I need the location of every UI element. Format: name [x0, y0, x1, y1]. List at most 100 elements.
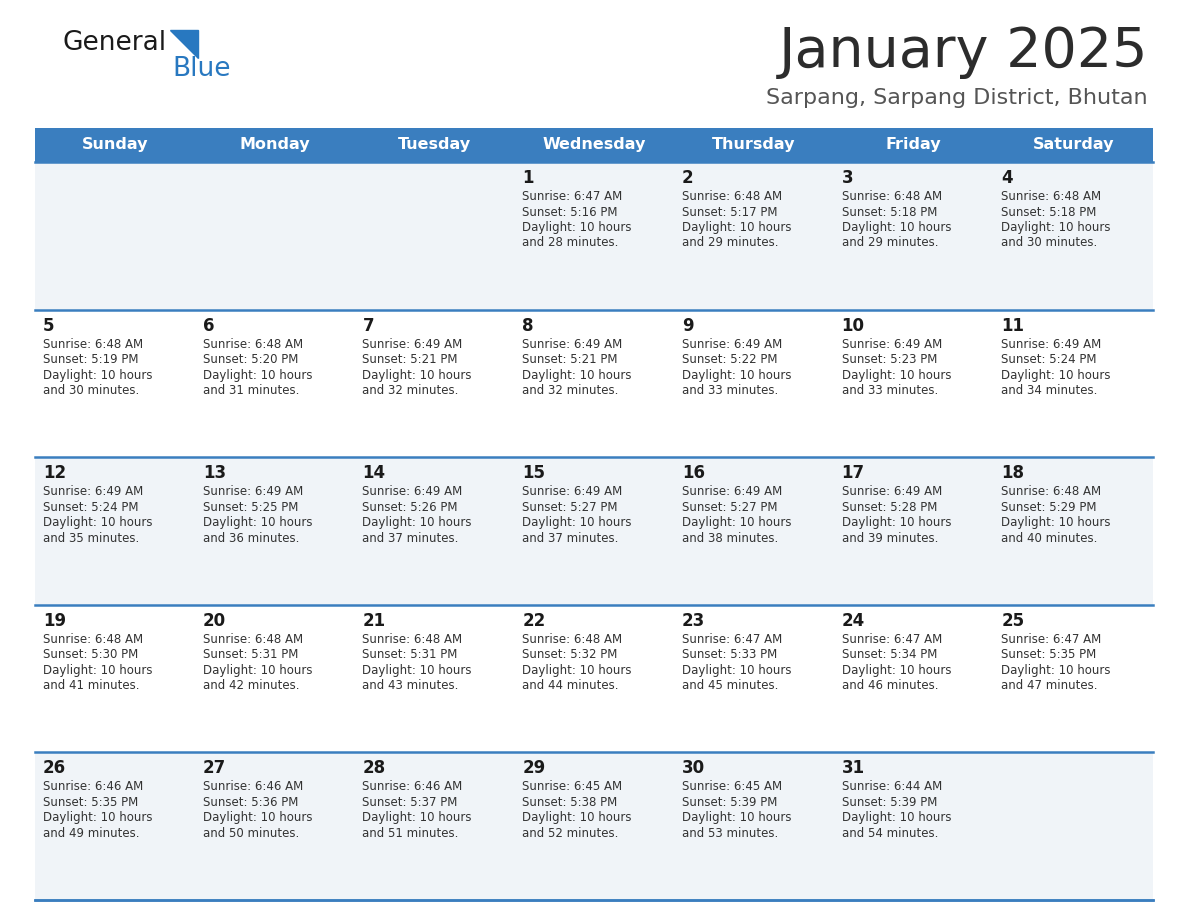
Text: Blue: Blue [172, 56, 230, 82]
Bar [834, 162, 993, 309]
Text: and 36 minutes.: and 36 minutes. [203, 532, 299, 544]
Bar [993, 162, 1154, 309]
Text: 7: 7 [362, 317, 374, 334]
Text: 26: 26 [43, 759, 67, 778]
Text: and 35 minutes.: and 35 minutes. [43, 532, 139, 544]
Text: Daylight: 10 hours: Daylight: 10 hours [43, 664, 152, 677]
Text: Sarpang, Sarpang District, Bhutan: Sarpang, Sarpang District, Bhutan [766, 88, 1148, 108]
Text: 21: 21 [362, 611, 386, 630]
Text: 12: 12 [43, 465, 67, 482]
Bar [514, 605, 674, 753]
Bar [195, 162, 354, 309]
Text: Daylight: 10 hours: Daylight: 10 hours [43, 812, 152, 824]
Text: 14: 14 [362, 465, 386, 482]
Text: 29: 29 [523, 759, 545, 778]
Bar [514, 457, 674, 605]
Text: Sunrise: 6:45 AM: Sunrise: 6:45 AM [523, 780, 623, 793]
Text: Daylight: 10 hours: Daylight: 10 hours [362, 369, 472, 382]
Text: Sunset: 5:23 PM: Sunset: 5:23 PM [841, 353, 937, 366]
Text: Sunset: 5:22 PM: Sunset: 5:22 PM [682, 353, 777, 366]
Text: Sunset: 5:21 PM: Sunset: 5:21 PM [523, 353, 618, 366]
Text: and 41 minutes.: and 41 minutes. [43, 679, 139, 692]
Text: and 33 minutes.: and 33 minutes. [682, 384, 778, 397]
Bar [993, 128, 1154, 162]
Text: Daylight: 10 hours: Daylight: 10 hours [682, 812, 791, 824]
Text: Sunrise: 6:45 AM: Sunrise: 6:45 AM [682, 780, 782, 793]
Text: Sunrise: 6:49 AM: Sunrise: 6:49 AM [682, 338, 782, 351]
Text: Daylight: 10 hours: Daylight: 10 hours [841, 516, 952, 529]
Text: 23: 23 [682, 611, 706, 630]
Text: Daylight: 10 hours: Daylight: 10 hours [523, 221, 632, 234]
Text: Daylight: 10 hours: Daylight: 10 hours [43, 369, 152, 382]
Text: and 32 minutes.: and 32 minutes. [362, 384, 459, 397]
Bar [195, 309, 354, 457]
Text: Sunset: 5:18 PM: Sunset: 5:18 PM [841, 206, 937, 218]
Text: Sunday: Sunday [82, 138, 148, 152]
Text: Thursday: Thursday [712, 138, 796, 152]
Text: and 39 minutes.: and 39 minutes. [841, 532, 939, 544]
Text: Daylight: 10 hours: Daylight: 10 hours [203, 369, 312, 382]
Bar [354, 309, 514, 457]
Text: Sunrise: 6:49 AM: Sunrise: 6:49 AM [203, 486, 303, 498]
Bar [514, 753, 674, 900]
Text: Daylight: 10 hours: Daylight: 10 hours [362, 516, 472, 529]
Text: and 30 minutes.: and 30 minutes. [1001, 237, 1098, 250]
Bar [34, 605, 195, 753]
Bar [34, 753, 195, 900]
Text: 5: 5 [43, 317, 55, 334]
Text: 17: 17 [841, 465, 865, 482]
Text: Sunrise: 6:49 AM: Sunrise: 6:49 AM [1001, 338, 1101, 351]
Text: Sunrise: 6:48 AM: Sunrise: 6:48 AM [43, 633, 143, 645]
Bar [834, 457, 993, 605]
Bar [834, 605, 993, 753]
Text: Sunset: 5:28 PM: Sunset: 5:28 PM [841, 500, 937, 514]
Bar [674, 605, 834, 753]
Text: Sunset: 5:39 PM: Sunset: 5:39 PM [682, 796, 777, 809]
Text: Sunrise: 6:49 AM: Sunrise: 6:49 AM [362, 338, 462, 351]
Text: and 29 minutes.: and 29 minutes. [682, 237, 778, 250]
Text: Daylight: 10 hours: Daylight: 10 hours [523, 516, 632, 529]
Text: Friday: Friday [885, 138, 941, 152]
Text: and 53 minutes.: and 53 minutes. [682, 827, 778, 840]
Text: and 43 minutes.: and 43 minutes. [362, 679, 459, 692]
Text: and 29 minutes.: and 29 minutes. [841, 237, 939, 250]
Text: Sunset: 5:35 PM: Sunset: 5:35 PM [43, 796, 138, 809]
Text: Daylight: 10 hours: Daylight: 10 hours [682, 664, 791, 677]
Text: Sunrise: 6:48 AM: Sunrise: 6:48 AM [523, 633, 623, 645]
Text: 30: 30 [682, 759, 704, 778]
Text: Daylight: 10 hours: Daylight: 10 hours [1001, 221, 1111, 234]
Text: and 42 minutes.: and 42 minutes. [203, 679, 299, 692]
Text: Daylight: 10 hours: Daylight: 10 hours [682, 369, 791, 382]
Bar [354, 457, 514, 605]
Text: Sunrise: 6:49 AM: Sunrise: 6:49 AM [43, 486, 144, 498]
Text: Sunset: 5:17 PM: Sunset: 5:17 PM [682, 206, 777, 218]
Text: Daylight: 10 hours: Daylight: 10 hours [362, 664, 472, 677]
Text: Wednesday: Wednesday [542, 138, 646, 152]
Text: Sunrise: 6:48 AM: Sunrise: 6:48 AM [1001, 190, 1101, 203]
Text: Sunrise: 6:48 AM: Sunrise: 6:48 AM [203, 338, 303, 351]
Bar [834, 128, 993, 162]
Text: and 31 minutes.: and 31 minutes. [203, 384, 299, 397]
Text: and 54 minutes.: and 54 minutes. [841, 827, 939, 840]
Text: Sunset: 5:19 PM: Sunset: 5:19 PM [43, 353, 139, 366]
Bar [674, 309, 834, 457]
Text: 22: 22 [523, 611, 545, 630]
Text: Sunrise: 6:47 AM: Sunrise: 6:47 AM [841, 633, 942, 645]
Bar [34, 128, 195, 162]
Text: Sunrise: 6:48 AM: Sunrise: 6:48 AM [362, 633, 462, 645]
Text: Sunset: 5:39 PM: Sunset: 5:39 PM [841, 796, 937, 809]
Text: Daylight: 10 hours: Daylight: 10 hours [523, 664, 632, 677]
Text: Sunrise: 6:49 AM: Sunrise: 6:49 AM [841, 338, 942, 351]
Text: Daylight: 10 hours: Daylight: 10 hours [523, 369, 632, 382]
Text: Sunrise: 6:46 AM: Sunrise: 6:46 AM [362, 780, 462, 793]
Bar [195, 605, 354, 753]
Text: Sunrise: 6:48 AM: Sunrise: 6:48 AM [1001, 486, 1101, 498]
Text: Sunset: 5:27 PM: Sunset: 5:27 PM [523, 500, 618, 514]
Text: 15: 15 [523, 465, 545, 482]
Text: Tuesday: Tuesday [398, 138, 470, 152]
Text: Sunrise: 6:49 AM: Sunrise: 6:49 AM [523, 486, 623, 498]
Text: and 44 minutes.: and 44 minutes. [523, 679, 619, 692]
Text: Sunrise: 6:49 AM: Sunrise: 6:49 AM [682, 486, 782, 498]
Text: Sunset: 5:33 PM: Sunset: 5:33 PM [682, 648, 777, 661]
Text: Monday: Monday [239, 138, 310, 152]
